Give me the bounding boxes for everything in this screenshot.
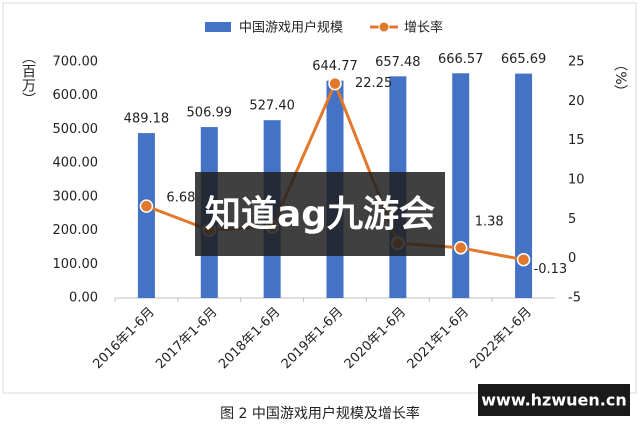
legend-swatch-marker xyxy=(378,21,390,33)
y-axis-title: （百万） xyxy=(20,50,36,106)
y-tick-label: 300.00 xyxy=(53,189,99,204)
line-value-label: 6.68 xyxy=(166,191,195,206)
bar xyxy=(452,73,470,298)
site-label: www.hzwuen.cn xyxy=(481,391,626,410)
bar-value-label: 489.18 xyxy=(124,112,170,127)
watermark: 知道ag九游会 xyxy=(205,194,435,235)
y-tick-label: 600.00 xyxy=(53,88,99,103)
y-tick-label: 700.00 xyxy=(53,55,99,70)
y2-tick-label: 15 xyxy=(568,133,585,148)
caption: 图 2 中国游戏用户规模及增长率 xyxy=(220,405,420,422)
line-marker xyxy=(328,76,342,91)
bar-value-label: 506.99 xyxy=(187,106,233,121)
y-tick-label: 200.00 xyxy=(53,223,99,238)
y-tick-label: 100.00 xyxy=(53,257,99,272)
legend-label: 中国游戏用户规模 xyxy=(239,20,343,36)
site-box xyxy=(478,384,630,416)
bar xyxy=(137,133,155,298)
legend-swatch xyxy=(205,22,231,32)
bar-value-label: 657.48 xyxy=(375,55,421,70)
y2-tick-label: 10 xyxy=(568,173,585,188)
y2-tick-label: 25 xyxy=(568,55,585,70)
bar-value-label: 527.40 xyxy=(249,99,295,114)
bar xyxy=(515,73,533,298)
line-value-label: 1.38 xyxy=(475,214,504,229)
y2-axis-title: （%） xyxy=(612,57,628,98)
y-tick-label: 500.00 xyxy=(53,122,99,137)
y-tick-label: 400.00 xyxy=(53,156,99,171)
line-marker xyxy=(516,252,531,267)
bar-value-label: 644.77 xyxy=(312,59,358,74)
line-value-label: -0.13 xyxy=(534,262,568,277)
bar-value-label: 666.57 xyxy=(438,52,484,67)
y2-tick-label: 0 xyxy=(568,251,576,266)
watermark-box xyxy=(195,172,445,256)
line-marker xyxy=(453,241,468,255)
y2-tick-label: -5 xyxy=(568,291,581,306)
y2-tick-label: 20 xyxy=(568,94,585,109)
line-marker xyxy=(139,199,154,213)
line-value-label: 22.25 xyxy=(355,76,392,91)
legend-label: 增长率 xyxy=(404,20,443,36)
bar-value-label: 665.69 xyxy=(501,52,547,67)
y2-tick-label: 5 xyxy=(568,212,576,227)
y-tick-label: 0.00 xyxy=(69,291,98,306)
